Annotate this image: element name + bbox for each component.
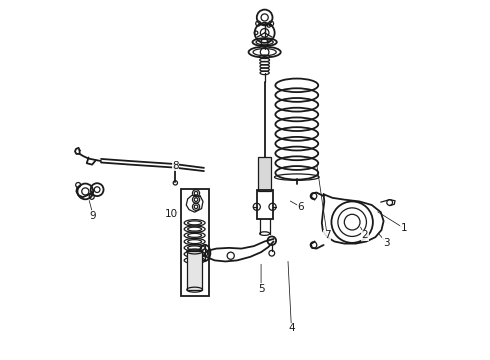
Bar [187, 251, 202, 290]
Text: 1: 1 [401, 223, 407, 233]
Text: 8: 8 [172, 161, 179, 171]
Text: 2: 2 [361, 230, 368, 240]
Text: 3: 3 [383, 238, 390, 248]
Text: 10: 10 [165, 209, 178, 219]
Text: 4: 4 [288, 323, 295, 333]
Bar [258, 157, 271, 191]
Text: 6: 6 [297, 202, 304, 212]
Text: 9: 9 [90, 211, 97, 221]
Bar [257, 190, 272, 219]
Text: 5: 5 [258, 284, 265, 294]
Text: 7: 7 [324, 230, 330, 240]
Bar [181, 189, 209, 296]
